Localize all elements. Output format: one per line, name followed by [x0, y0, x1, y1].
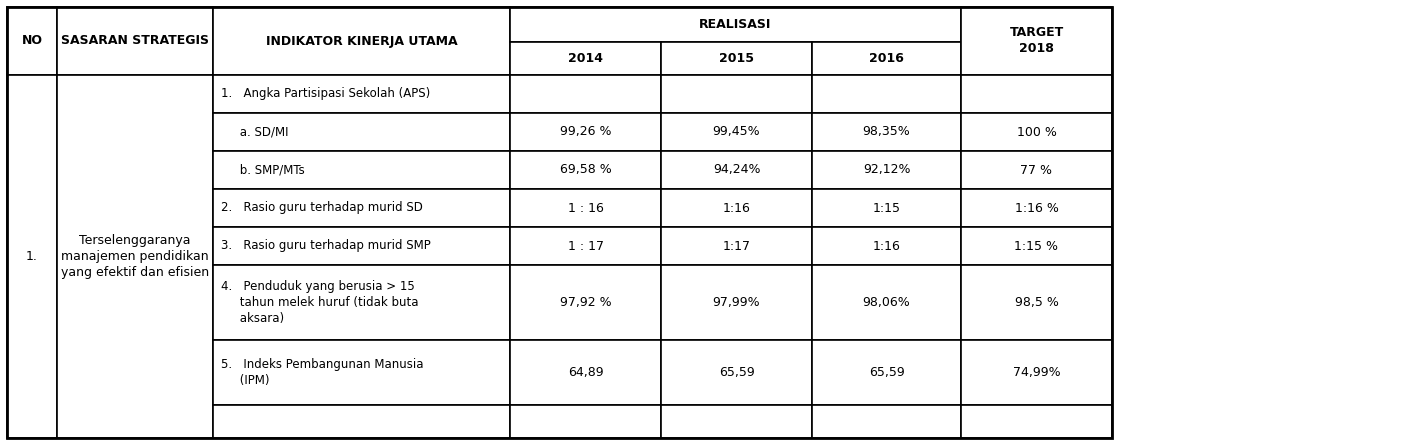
Bar [213, 7, 510, 75]
Bar [812, 405, 960, 438]
Bar [660, 340, 812, 405]
Bar [960, 265, 1112, 340]
Text: REALISASI: REALISASI [700, 18, 771, 31]
Text: 100 %: 100 % [1016, 125, 1057, 138]
Text: 94,24%: 94,24% [712, 163, 760, 177]
Text: 1.   Angka Partisipasi Sekolah (APS): 1. Angka Partisipasi Sekolah (APS) [222, 88, 430, 101]
Bar [960, 113, 1112, 151]
Bar [213, 405, 510, 438]
Text: 99,26 %: 99,26 % [559, 125, 611, 138]
Bar [960, 151, 1112, 189]
Bar [812, 340, 960, 405]
Text: 1:16: 1:16 [872, 239, 900, 252]
Bar [213, 75, 510, 113]
Bar [660, 113, 812, 151]
Text: 65,59: 65,59 [869, 366, 904, 379]
Bar [213, 227, 510, 265]
Text: b. SMP/MTs: b. SMP/MTs [222, 163, 304, 177]
Text: 2014: 2014 [568, 52, 603, 65]
Text: 3.   Rasio guru terhadap murid SMP: 3. Rasio guru terhadap murid SMP [222, 239, 430, 252]
Bar [510, 265, 660, 340]
Text: TARGET
2018: TARGET 2018 [1009, 27, 1064, 56]
Text: 74,99%: 74,99% [1012, 366, 1060, 379]
Bar [660, 227, 812, 265]
Bar [812, 189, 960, 227]
Text: 98,35%: 98,35% [862, 125, 910, 138]
Bar [510, 7, 960, 42]
Bar [960, 340, 1112, 405]
Text: SASARAN STRATEGIS: SASARAN STRATEGIS [62, 35, 209, 48]
Bar [960, 227, 1112, 265]
Bar [812, 42, 960, 75]
Text: 97,92 %: 97,92 % [559, 296, 611, 309]
Text: 1:15 %: 1:15 % [1015, 239, 1059, 252]
Bar [7, 75, 57, 438]
Bar [213, 189, 510, 227]
Bar [812, 75, 960, 113]
Text: 1 : 17: 1 : 17 [568, 239, 603, 252]
Text: 1:16: 1:16 [722, 202, 750, 214]
Text: 4.   Penduduk yang berusia > 15
     tahun melek huruf (tidak buta
     aksara): 4. Penduduk yang berusia > 15 tahun mele… [222, 280, 419, 325]
Text: 2015: 2015 [719, 52, 754, 65]
Bar [7, 7, 1112, 438]
Text: 99,45%: 99,45% [712, 125, 760, 138]
Text: 1.: 1. [27, 250, 38, 263]
Text: 2016: 2016 [869, 52, 904, 65]
Bar [510, 113, 660, 151]
Bar [7, 7, 57, 75]
Text: NO: NO [21, 35, 42, 48]
Bar [960, 405, 1112, 438]
Text: 2.   Rasio guru terhadap murid SD: 2. Rasio guru terhadap murid SD [222, 202, 423, 214]
Bar [660, 75, 812, 113]
Bar [213, 265, 510, 340]
Bar [510, 405, 660, 438]
Bar [660, 151, 812, 189]
Text: INDIKATOR KINERJA UTAMA: INDIKATOR KINERJA UTAMA [266, 35, 457, 48]
Text: 5.   Indeks Pembangunan Manusia
     (IPM): 5. Indeks Pembangunan Manusia (IPM) [222, 358, 423, 387]
Bar [660, 189, 812, 227]
Bar [812, 265, 960, 340]
Text: 98,06%: 98,06% [862, 296, 910, 309]
Text: 65,59: 65,59 [719, 366, 754, 379]
Text: 97,99%: 97,99% [712, 296, 760, 309]
Text: 69,58 %: 69,58 % [559, 163, 611, 177]
Bar [960, 75, 1112, 113]
Text: 92,12%: 92,12% [862, 163, 910, 177]
Bar [812, 227, 960, 265]
Text: a. SD/MI: a. SD/MI [222, 125, 289, 138]
Bar [510, 75, 660, 113]
Bar [213, 340, 510, 405]
Bar [660, 42, 812, 75]
Bar [812, 151, 960, 189]
Bar [960, 189, 1112, 227]
Text: 77 %: 77 % [1021, 163, 1053, 177]
Bar [510, 189, 660, 227]
Bar [510, 151, 660, 189]
Bar [213, 151, 510, 189]
Bar [510, 227, 660, 265]
Text: Terselenggaranya
manajemen pendidikan
yang efektif dan efisien: Terselenggaranya manajemen pendidikan ya… [60, 234, 209, 279]
Text: 1:15: 1:15 [872, 202, 900, 214]
Bar [57, 75, 213, 438]
Text: 64,89: 64,89 [568, 366, 603, 379]
Bar [960, 7, 1112, 75]
Bar [57, 7, 213, 75]
Text: 1 : 16: 1 : 16 [568, 202, 603, 214]
Text: 1:17: 1:17 [722, 239, 750, 252]
Bar [510, 340, 660, 405]
Text: 98,5 %: 98,5 % [1015, 296, 1059, 309]
Bar [812, 113, 960, 151]
Bar [660, 405, 812, 438]
Bar [213, 113, 510, 151]
Bar [660, 265, 812, 340]
Text: 1:16 %: 1:16 % [1015, 202, 1059, 214]
Bar [510, 42, 660, 75]
